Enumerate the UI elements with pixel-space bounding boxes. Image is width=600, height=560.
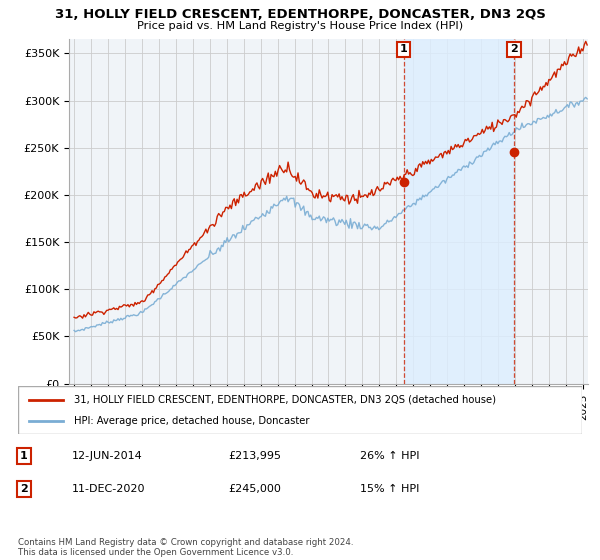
Text: 12-JUN-2014: 12-JUN-2014 — [72, 451, 143, 461]
FancyBboxPatch shape — [18, 386, 582, 434]
Text: 1: 1 — [20, 451, 28, 461]
Text: 31, HOLLY FIELD CRESCENT, EDENTHORPE, DONCASTER, DN3 2QS: 31, HOLLY FIELD CRESCENT, EDENTHORPE, DO… — [55, 8, 545, 21]
Text: 15% ↑ HPI: 15% ↑ HPI — [360, 484, 419, 494]
Text: HPI: Average price, detached house, Doncaster: HPI: Average price, detached house, Donc… — [74, 416, 310, 426]
Text: Contains HM Land Registry data © Crown copyright and database right 2024.
This d: Contains HM Land Registry data © Crown c… — [18, 538, 353, 557]
Text: 2: 2 — [510, 44, 518, 54]
Text: £213,995: £213,995 — [228, 451, 281, 461]
Text: 26% ↑ HPI: 26% ↑ HPI — [360, 451, 419, 461]
Text: Price paid vs. HM Land Registry's House Price Index (HPI): Price paid vs. HM Land Registry's House … — [137, 21, 463, 31]
Text: 2: 2 — [20, 484, 28, 494]
Text: £245,000: £245,000 — [228, 484, 281, 494]
Text: 31, HOLLY FIELD CRESCENT, EDENTHORPE, DONCASTER, DN3 2QS (detached house): 31, HOLLY FIELD CRESCENT, EDENTHORPE, DO… — [74, 395, 496, 405]
Bar — [404, 39, 514, 384]
Text: 11-DEC-2020: 11-DEC-2020 — [72, 484, 146, 494]
Text: 1: 1 — [400, 44, 407, 54]
